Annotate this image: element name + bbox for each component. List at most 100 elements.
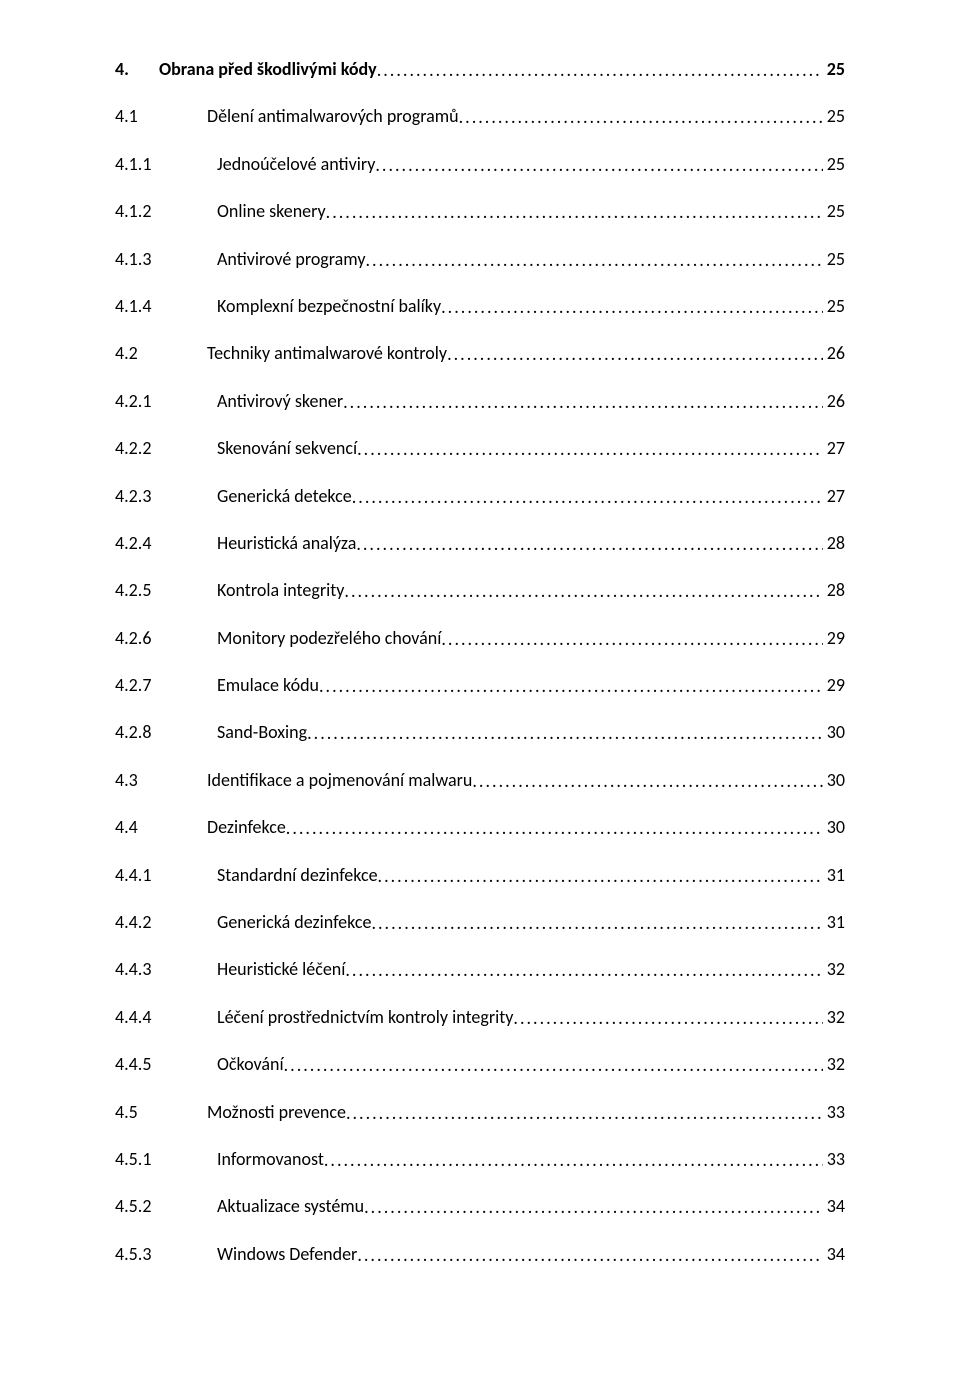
toc-label: Generická dezinfekce [217, 911, 371, 934]
toc-label: Techniky antimalwarové kontroly [207, 342, 447, 365]
toc-page-number: 32 [823, 1006, 845, 1029]
toc-page-number: 25 [823, 295, 845, 318]
toc-number: 4.4.4 [115, 1006, 217, 1029]
toc-page-number: 30 [823, 721, 845, 744]
toc-entry-section: 4.3 Identifikace a pojmenování malwaru 3… [115, 769, 845, 792]
toc-entry-subsection: 4.2.6 Monitory podezřelého chování 29 [115, 627, 845, 650]
toc-entry-subsection: 4.2.5 Kontrola integrity 28 [115, 579, 845, 602]
toc-entry-section: 4.4 Dezinfekce 30 [115, 816, 845, 839]
toc-label: Online skenery [217, 200, 326, 223]
toc-number: 4.2.4 [115, 532, 217, 555]
toc-entry-subsection: 4.1.1 Jednoúčelové antiviry 25 [115, 153, 845, 176]
toc-entry-subsection: 4.2.3 Generická detekce 27 [115, 485, 845, 508]
toc-entry-subsection: 4.5.1 Informovanost 33 [115, 1148, 845, 1171]
toc-page-number: 32 [823, 1053, 845, 1076]
toc-leader [344, 580, 822, 603]
toc-number: 4.1.4 [115, 295, 217, 318]
toc-entry-subsection: 4.2.7 Emulace kódu 29 [115, 674, 845, 697]
toc-page-number: 33 [823, 1101, 845, 1124]
toc-leader [378, 865, 823, 888]
toc-leader [324, 1149, 823, 1172]
toc-entry-subsection: 4.2.1 Antivirový skener 26 [115, 390, 845, 413]
toc-number: 4.4 [115, 816, 207, 839]
toc-label: Antivirové programy [217, 248, 366, 271]
toc-leader [441, 296, 823, 319]
toc-page-number: 26 [823, 390, 845, 413]
toc-label: Monitory podezřelého chování [217, 627, 441, 650]
toc-number: 4.1.2 [115, 200, 217, 223]
toc-page-number: 27 [823, 485, 845, 508]
toc-page-number: 33 [823, 1148, 845, 1171]
toc-label: Antivirový skener [217, 390, 343, 413]
toc-entry-chapter: 4. Obrana před škodlivými kódy 25 [115, 58, 845, 81]
toc-page-number: 28 [823, 532, 845, 555]
toc-page-number: 31 [823, 864, 845, 887]
toc-number: 4.2.2 [115, 437, 217, 460]
toc-number: 4.5.1 [115, 1148, 217, 1171]
toc-page-number: 28 [823, 579, 845, 602]
toc-label: Jednoúčelové antiviry [217, 153, 375, 176]
toc-leader [286, 817, 823, 840]
toc-entry-section: 4.1 Dělení antimalwarových programů 25 [115, 105, 845, 128]
toc-number: 4.5 [115, 1101, 207, 1124]
toc-number: 4.4.2 [115, 911, 217, 934]
toc-page-number: 34 [823, 1195, 845, 1218]
toc-leader [343, 391, 823, 414]
toc-entry-subsection: 4.2.8 Sand-Boxing 30 [115, 721, 845, 744]
toc-label: Očkování [217, 1053, 284, 1076]
toc-label: Windows Defender [217, 1243, 357, 1266]
toc-page-number: 31 [823, 911, 845, 934]
toc-number: 4.2.7 [115, 674, 217, 697]
toc-label: Kontrola integrity [217, 579, 344, 602]
toc-label: Emulace kódu [217, 674, 319, 697]
toc-entry-subsection: 4.4.4 Léčení prostřednictvím kontroly in… [115, 1006, 845, 1029]
toc-page-number: 34 [823, 1243, 845, 1266]
toc-leader [441, 628, 822, 651]
toc-number: 4.3 [115, 769, 207, 792]
toc-leader [346, 1102, 823, 1125]
toc-page-number: 30 [823, 816, 845, 839]
toc-number: 4.4.5 [115, 1053, 217, 1076]
toc-label: Možnosti prevence [207, 1101, 346, 1124]
toc-number: 4.1 [115, 105, 207, 128]
toc-label: Heuristická analýza [217, 532, 356, 555]
toc-number: 4.2.8 [115, 721, 217, 744]
toc-number: 4.1.1 [115, 153, 217, 176]
toc-label: Léčení prostřednictvím kontroly integrit… [217, 1006, 513, 1029]
toc-leader [319, 675, 823, 698]
toc-label: Standardní dezinfekce [217, 864, 378, 887]
toc-page-number: 29 [823, 627, 845, 650]
toc-number: 4.4.3 [115, 958, 217, 981]
toc-leader [326, 201, 823, 224]
toc-leader [375, 154, 822, 177]
toc-label: Skenování sekvencí [217, 437, 357, 460]
toc-page-number: 25 [823, 58, 845, 81]
toc-page-number: 25 [823, 153, 845, 176]
toc-entry-section: 4.2 Techniky antimalwarové kontroly 26 [115, 342, 845, 365]
toc-leader [447, 343, 823, 366]
toc-leader [459, 106, 823, 129]
toc-leader [364, 1196, 823, 1219]
toc-number: 4.5.3 [115, 1243, 217, 1266]
toc-page-number: 29 [823, 674, 845, 697]
toc-label: Dezinfekce [207, 816, 286, 839]
toc-entry-subsection: 4.5.3 Windows Defender 34 [115, 1243, 845, 1266]
toc-label: Dělení antimalwarových programů [207, 105, 459, 128]
toc-leader [472, 770, 822, 793]
toc-leader [345, 959, 822, 982]
toc-entry-subsection: 4.4.2 Generická dezinfekce 31 [115, 911, 845, 934]
toc-number: 4.2.5 [115, 579, 217, 602]
toc-entry-subsection: 4.4.5 Očkování 32 [115, 1053, 845, 1076]
toc-leader [307, 722, 823, 745]
toc-entry-subsection: 4.1.3 Antivirové programy 25 [115, 248, 845, 271]
toc-label: Generická detekce [217, 485, 352, 508]
toc-page-number: 30 [823, 769, 845, 792]
toc-entry-subsection: 4.2.2 Skenování sekvencí 27 [115, 437, 845, 460]
toc-number: 4.2.6 [115, 627, 217, 650]
toc-leader [357, 438, 823, 461]
toc-leader [371, 912, 822, 935]
toc-label: Obrana před škodlivými kódy [159, 58, 377, 81]
toc-label: Identifikace a pojmenování malwaru [207, 769, 472, 792]
toc-leader [513, 1007, 822, 1030]
toc-leader [356, 533, 822, 556]
